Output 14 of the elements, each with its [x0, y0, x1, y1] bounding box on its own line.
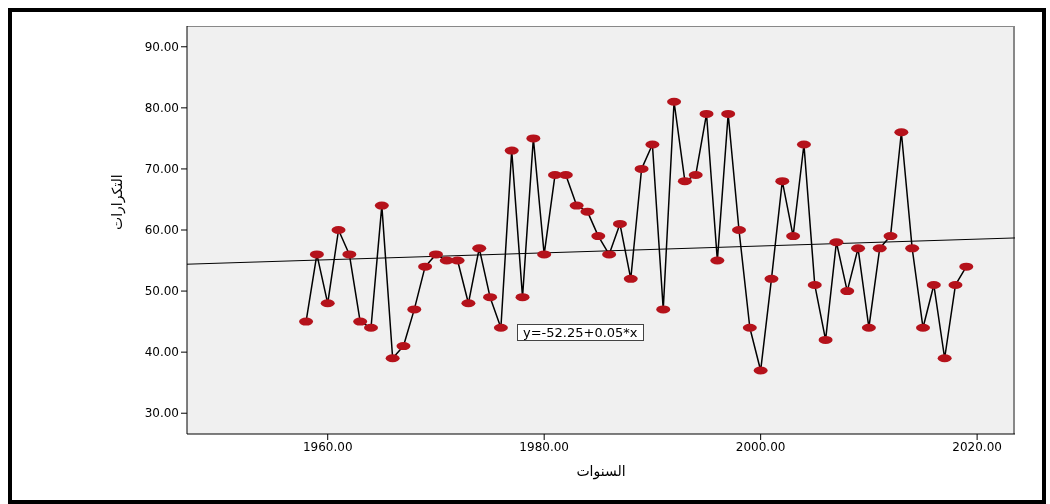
y-tick-label: 70.00 — [144, 162, 179, 177]
annotation: y=-52.25+0.05*x — [517, 324, 644, 341]
y-tick-label: 80.00 — [144, 101, 179, 116]
x-axis-title: السنوات — [576, 463, 626, 480]
x-tick-label: 1980.00 — [519, 439, 569, 454]
x-tick-label: 1960.00 — [302, 439, 353, 454]
y-tick-label: 30.00 — [144, 406, 179, 421]
y-tick-label: 50.00 — [144, 284, 179, 299]
x-tick-label: 2000.00 — [735, 439, 786, 454]
y-axis-title: التكرارات — [108, 174, 126, 230]
y-tick-label: 60.00 — [144, 223, 179, 238]
x-tick-label: 2020.00 — [952, 439, 1002, 454]
y-tick-label: 40.00 — [144, 345, 179, 360]
y-tick-label: 90.00 — [144, 40, 179, 55]
